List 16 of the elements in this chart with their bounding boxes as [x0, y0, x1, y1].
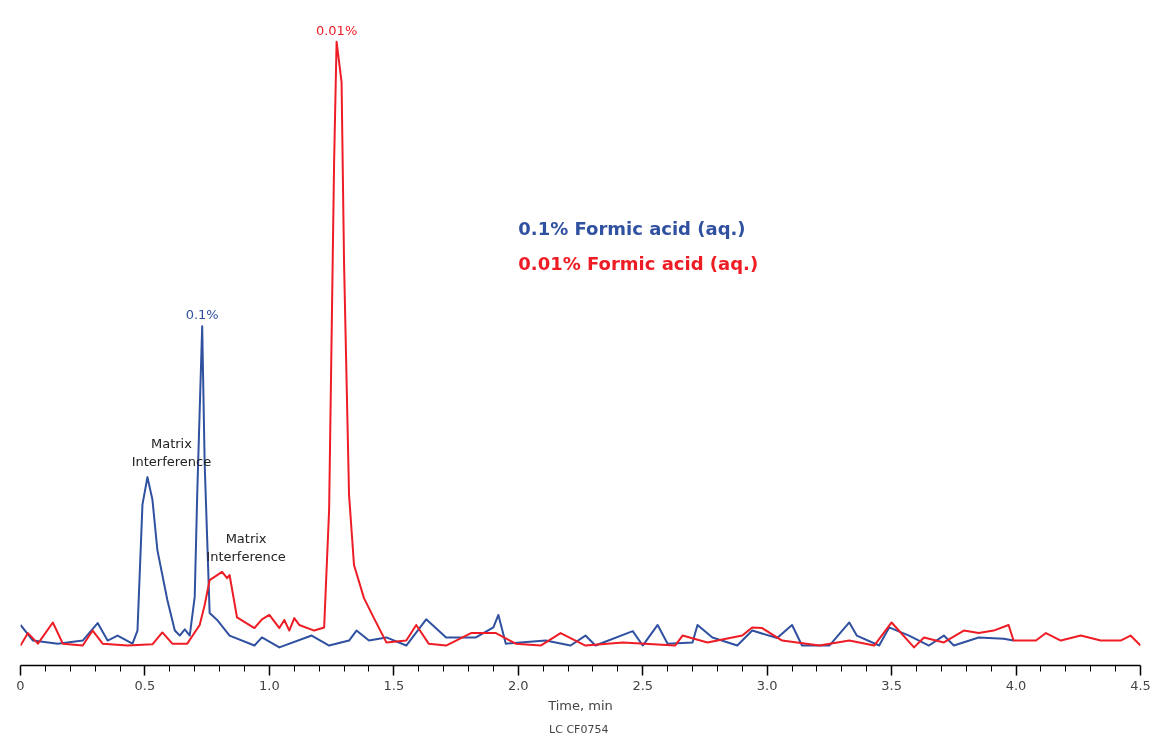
x-tick-label: 0 — [16, 677, 25, 693]
text: 0.01% Formic acid (aq.) — [518, 252, 759, 274]
text: LC CF0754 — [549, 722, 609, 736]
x-tick-label: 2.0 — [507, 677, 529, 693]
x-axis-title: Time, min — [547, 697, 613, 713]
x-tick-label: 3.5 — [881, 677, 902, 693]
x-tick-label: 4.0 — [1005, 677, 1027, 693]
x-tick-label: 4.5 — [1130, 677, 1151, 693]
text: 0.1% Formic acid (aq.) — [518, 218, 746, 240]
x-tick-label: 2.5 — [632, 677, 654, 693]
x-tick-label: 1.0 — [259, 677, 280, 693]
x-tick-label: 1.5 — [383, 677, 405, 693]
annotation: 0.1% — [185, 307, 219, 323]
x-tick-label: 3.0 — [756, 677, 778, 693]
annotation: 0.01% — [315, 22, 358, 38]
x-tick-label: 0.5 — [134, 677, 156, 693]
